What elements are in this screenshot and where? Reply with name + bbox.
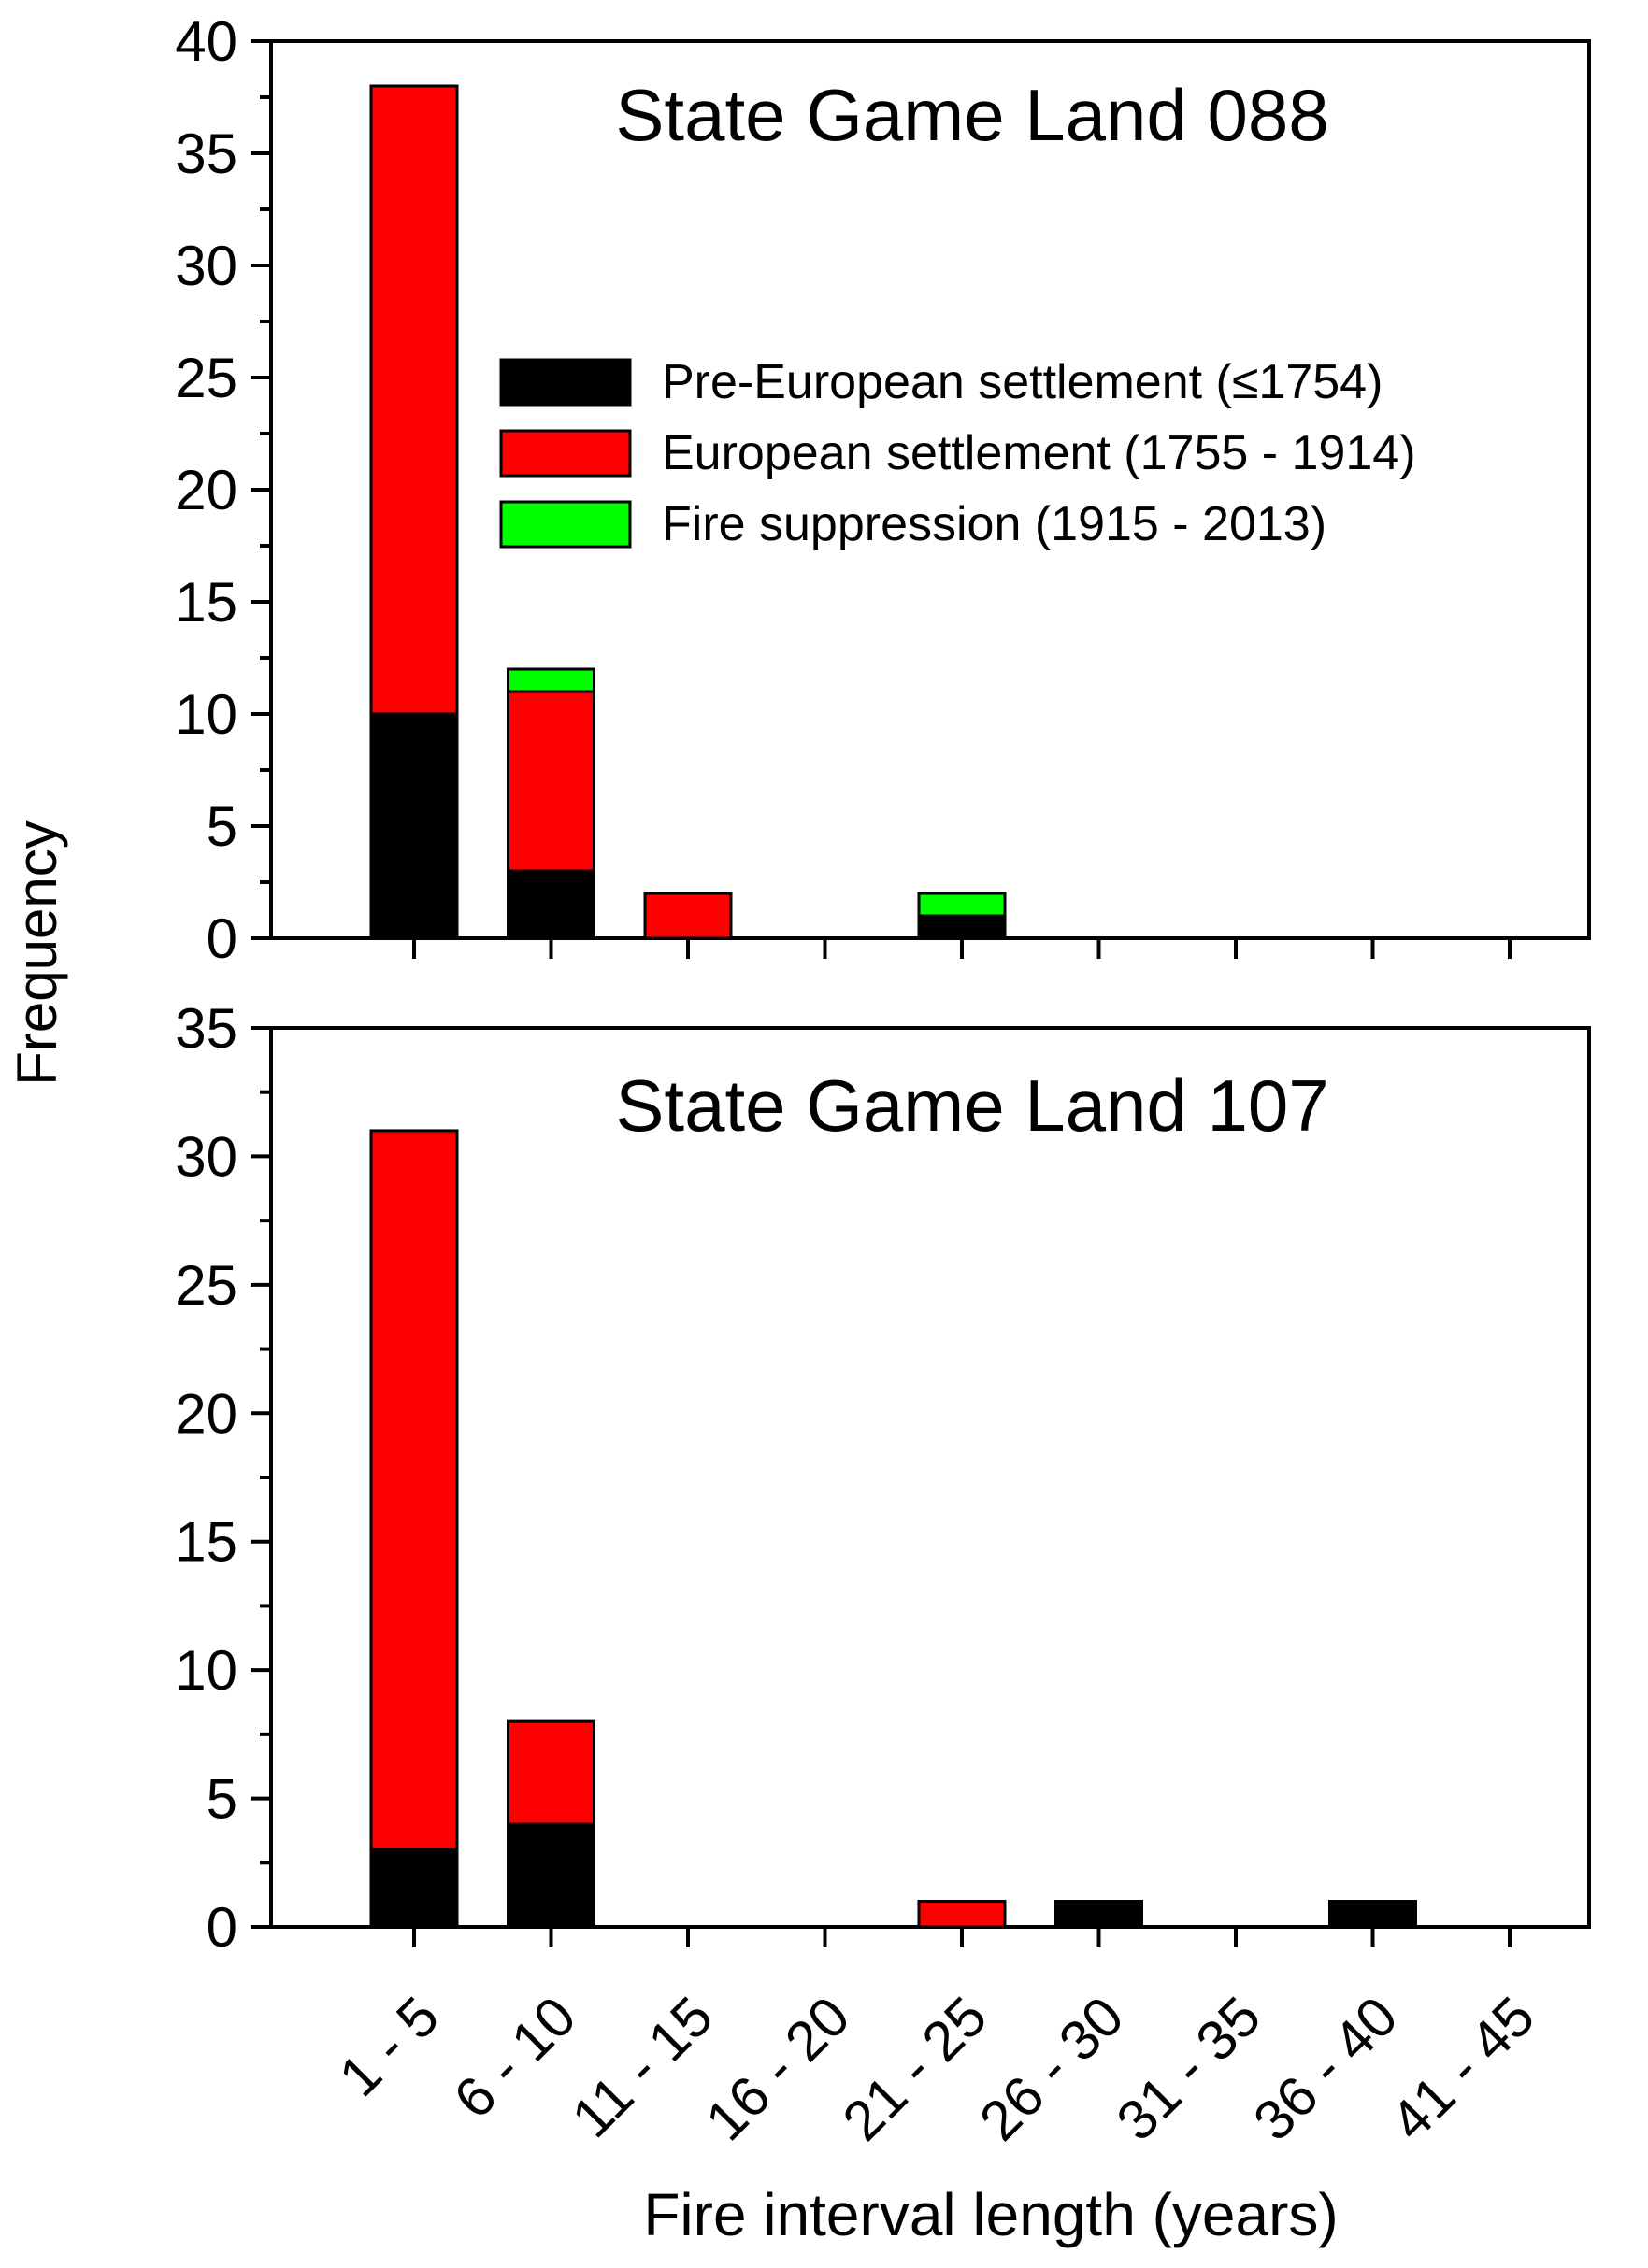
bar-segment-7-0 <box>1328 1900 1417 1929</box>
x-tick-label: 36 - 40 <box>1241 1985 1409 2152</box>
bar-segment-0-0 <box>369 1848 459 1929</box>
bar-segment-5-0 <box>1054 1900 1143 1929</box>
y-tick-label: 10 <box>175 683 237 746</box>
x-tick-label: 26 - 30 <box>967 1985 1135 2152</box>
x-tick-label: 31 - 35 <box>1105 1985 1272 2152</box>
x-tick-label: 16 - 20 <box>694 1985 861 2152</box>
chart-panel-sgl-088: State Game Land 088 0 5 10 15 20 25 30 35 40 Pre… <box>175 10 1591 970</box>
legend-swatch-1 <box>499 429 632 478</box>
y-tick-label: 20 <box>175 1382 237 1445</box>
y-tick-label: 20 <box>175 459 237 521</box>
x-tick-label: 11 - 15 <box>560 1985 724 2149</box>
x-tick-label: 21 - 25 <box>831 1985 998 2152</box>
y-axis-ticks: 0 5 10 15 20 25 30 35 <box>175 997 271 1959</box>
bar-segment-1-0 <box>507 869 595 940</box>
plot-frame <box>269 1026 1591 1929</box>
x-axis-title: Fire interval length (years) <box>643 2181 1338 2248</box>
legend-label-2: Fire suppression (1915 - 2013) <box>662 497 1326 551</box>
legend-swatch-0 <box>499 358 632 407</box>
chart-title: State Game Land 107 <box>615 1064 1328 1147</box>
y-tick-label: 0 <box>207 1896 237 1959</box>
bar-segment-2-1 <box>643 892 733 940</box>
bar-segment-0-1 <box>369 84 459 716</box>
bar-segment-4-0 <box>917 914 1007 940</box>
y-tick-label: 25 <box>175 1254 237 1317</box>
legend-label-1: European settlement (1755 - 1914) <box>662 426 1416 480</box>
bar-segment-1-2 <box>507 667 595 693</box>
y-tick-label: 30 <box>175 235 237 297</box>
bar-marks <box>369 1129 1417 1929</box>
legend-swatch-2 <box>499 500 632 549</box>
y-axis-ticks: 0 5 10 15 20 25 30 35 40 <box>175 10 271 970</box>
y-tick-label: 35 <box>175 122 237 185</box>
y-tick-label: 35 <box>175 997 237 1060</box>
chart-panel-sgl-107: State Game Land 107 0 5 10 15 20 25 30 35 1 - 5… <box>175 997 1591 2152</box>
y-tick-label: 5 <box>207 1768 237 1831</box>
x-axis-ticks <box>412 938 1512 959</box>
x-tick-label: 1 - 5 <box>327 1985 451 2108</box>
legend-label-0: Pre-European settlement (≤1754) <box>662 355 1383 409</box>
bar-segment-4-2 <box>917 892 1007 918</box>
chart-title: State Game Land 088 <box>615 74 1328 156</box>
y-tick-label: 5 <box>207 795 237 858</box>
y-tick-label: 10 <box>175 1639 237 1702</box>
x-tick-label: 41 - 45 <box>1379 1985 1546 2152</box>
y-tick-label: 30 <box>175 1125 237 1188</box>
bar-segment-1-1 <box>507 1719 595 1826</box>
bar-segment-1-1 <box>507 690 595 873</box>
y-tick-label: 25 <box>175 347 237 409</box>
y-tick-label: 15 <box>175 571 237 634</box>
y-tick-label: 40 <box>175 10 237 73</box>
y-axis-title: Frequency <box>6 820 68 1085</box>
y-tick-label: 15 <box>175 1511 237 1574</box>
plot-frame <box>269 39 1591 940</box>
bar-segment-4-1 <box>917 1900 1007 1929</box>
bar-segment-0-1 <box>369 1129 459 1852</box>
bar-segment-1-0 <box>507 1822 595 1929</box>
legend: Pre-European settlement (≤1754) European … <box>499 355 1416 551</box>
y-tick-label: 0 <box>207 907 237 970</box>
bar-segment-0-0 <box>369 712 459 940</box>
bar-marks <box>369 84 1007 940</box>
